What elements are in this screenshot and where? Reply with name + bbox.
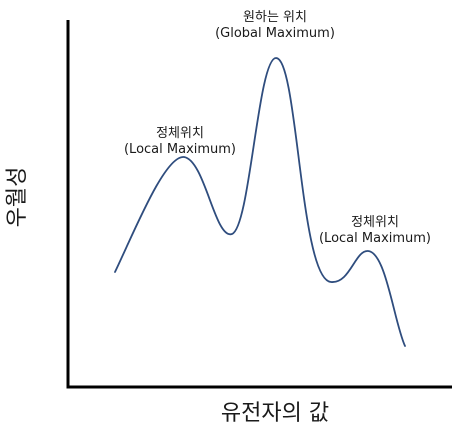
annotation-global-maximum: 원하는 위치 (Global Maximum) — [190, 10, 360, 42]
annotation-global-maximum-line1: 원하는 위치 — [243, 10, 307, 25]
annotation-local-maximum-right-line2: (Local Maximum) — [318, 231, 432, 246]
annotation-global-maximum-line2: (Global Maximum) — [215, 26, 335, 41]
annotation-local-maximum-left-line1: 정체위치 — [156, 126, 204, 141]
x-axis-label: 유전자의 값 — [220, 401, 330, 426]
annotation-local-maximum-left: 정체위치 (Local Maximum) — [115, 126, 245, 158]
annotation-local-maximum-right: 정체위치 (Local Maximum) — [310, 215, 440, 247]
annotation-local-maximum-right-line1: 정체위치 — [351, 215, 399, 230]
annotation-local-maximum-left-line2: (Local Maximum) — [123, 142, 237, 157]
y-axis-label: 우월성 — [5, 166, 30, 228]
fitness-curve — [114, 57, 406, 347]
